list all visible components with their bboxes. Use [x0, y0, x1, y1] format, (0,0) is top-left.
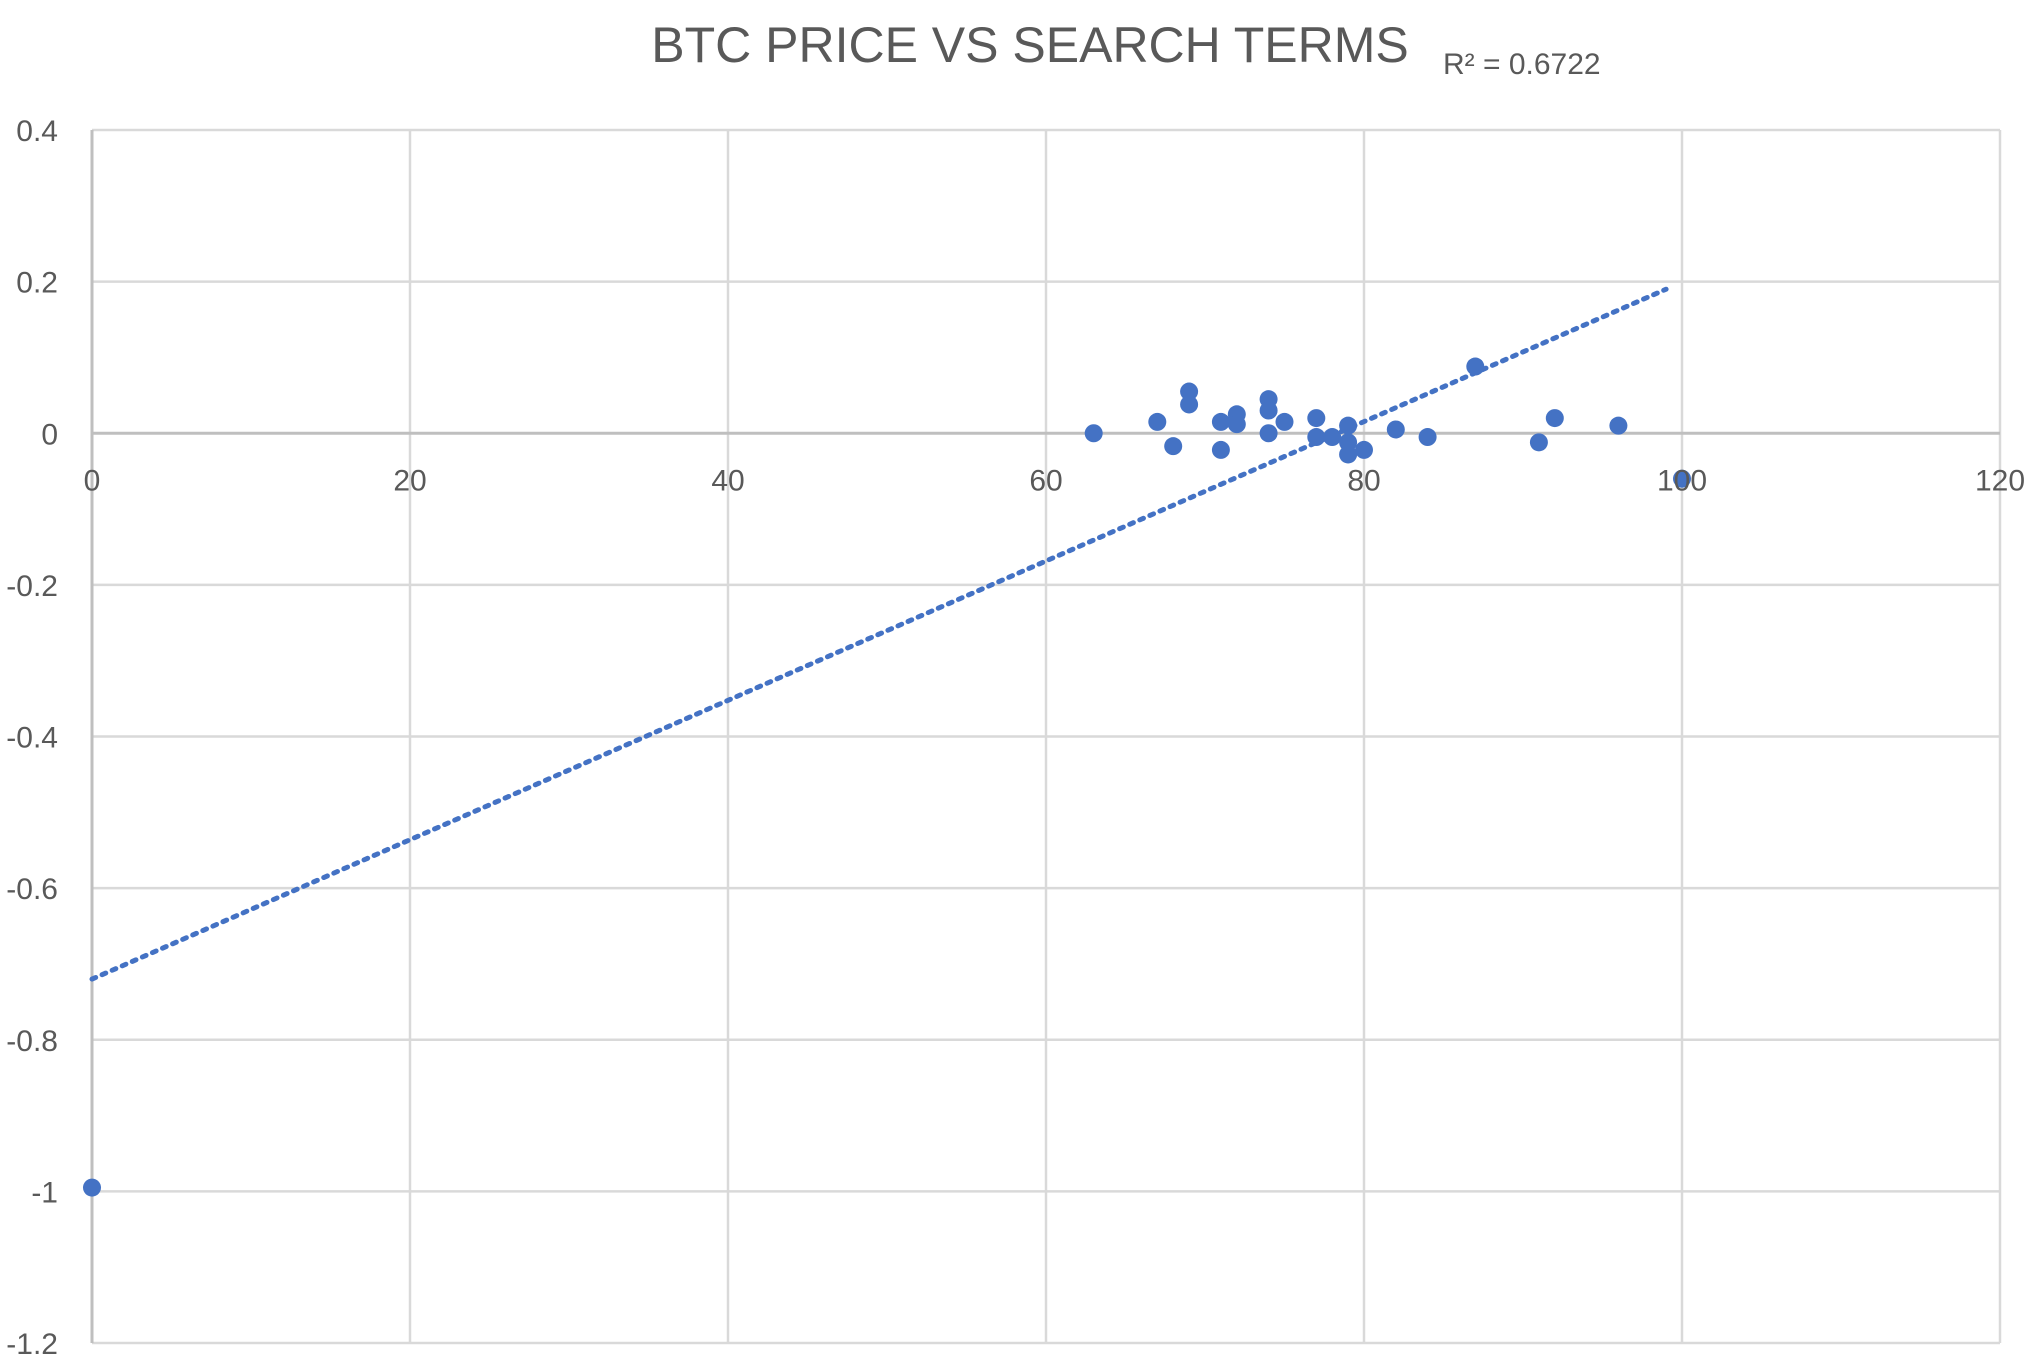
data-point-0 [83, 1178, 101, 1197]
data-point-7 [1211, 440, 1230, 459]
data-point-9 [1227, 415, 1246, 434]
data-point-3 [1164, 437, 1183, 456]
data-point-22 [1418, 428, 1437, 447]
data-point-21 [1386, 420, 1405, 439]
data-point-27 [1673, 469, 1691, 488]
data-point-1 [1084, 424, 1103, 443]
chart-title: BTC PRICE VS SEARCH TERMS [651, 17, 1409, 73]
grid-lines [90, 128, 2002, 1345]
data-point-12 [1259, 424, 1278, 443]
axes [90, 130, 2000, 1343]
data-point-25 [1545, 409, 1564, 428]
data-point-4 [1180, 382, 1199, 401]
data-point-2 [1148, 412, 1167, 431]
data-point-5 [1180, 395, 1199, 414]
y-tick-label-3: -0.2 [6, 570, 58, 603]
data-point-16 [1323, 428, 1342, 447]
data-point-23 [1466, 357, 1485, 376]
y-tick-label-7: -1 [31, 1176, 58, 1209]
x-tick-label-5: 100 [1657, 464, 1707, 497]
data-point-20 [1355, 440, 1373, 459]
y-tick-labels: 0.4 0.2 0 -0.2 -0.4 -0.6 -0.8 -1 -1.2 [6, 115, 58, 1356]
data-point-19 [1339, 445, 1358, 464]
y-tick-label-1: 0.2 [16, 267, 58, 300]
data-point-13 [1275, 412, 1294, 431]
x-tick-label-0: 0 [84, 464, 101, 497]
data-point-26 [1609, 416, 1628, 435]
x-tick-label-2: 40 [711, 464, 744, 497]
y-tick-label-4: -0.4 [6, 722, 58, 755]
x-tick-label-6: 120 [1975, 464, 2025, 497]
trendline [89, 286, 1669, 982]
data-point-14 [1307, 409, 1326, 428]
y-tick-label-8: -1.2 [6, 1328, 58, 1356]
y-tick-label-6: -0.8 [6, 1025, 58, 1058]
y-tick-label-0: 0.4 [16, 115, 58, 148]
data-point-15 [1307, 428, 1326, 447]
data-point-6 [1211, 412, 1230, 431]
x-tick-labels: 0 20 40 60 80 100 120 [84, 464, 2025, 497]
data-point-11 [1259, 401, 1278, 420]
trendline-group [89, 286, 1669, 982]
data-point-24 [1529, 433, 1548, 452]
x-tick-label-3: 60 [1029, 464, 1062, 497]
y-tick-label-5: -0.6 [6, 873, 58, 906]
r-squared-label: R² = 0.6722 [1443, 48, 1601, 81]
data-point-17 [1339, 416, 1358, 435]
y-tick-label-2: 0 [41, 418, 58, 451]
x-tick-label-1: 20 [393, 464, 426, 497]
x-tick-label-4: 80 [1347, 464, 1380, 497]
data-points [83, 357, 1691, 1197]
